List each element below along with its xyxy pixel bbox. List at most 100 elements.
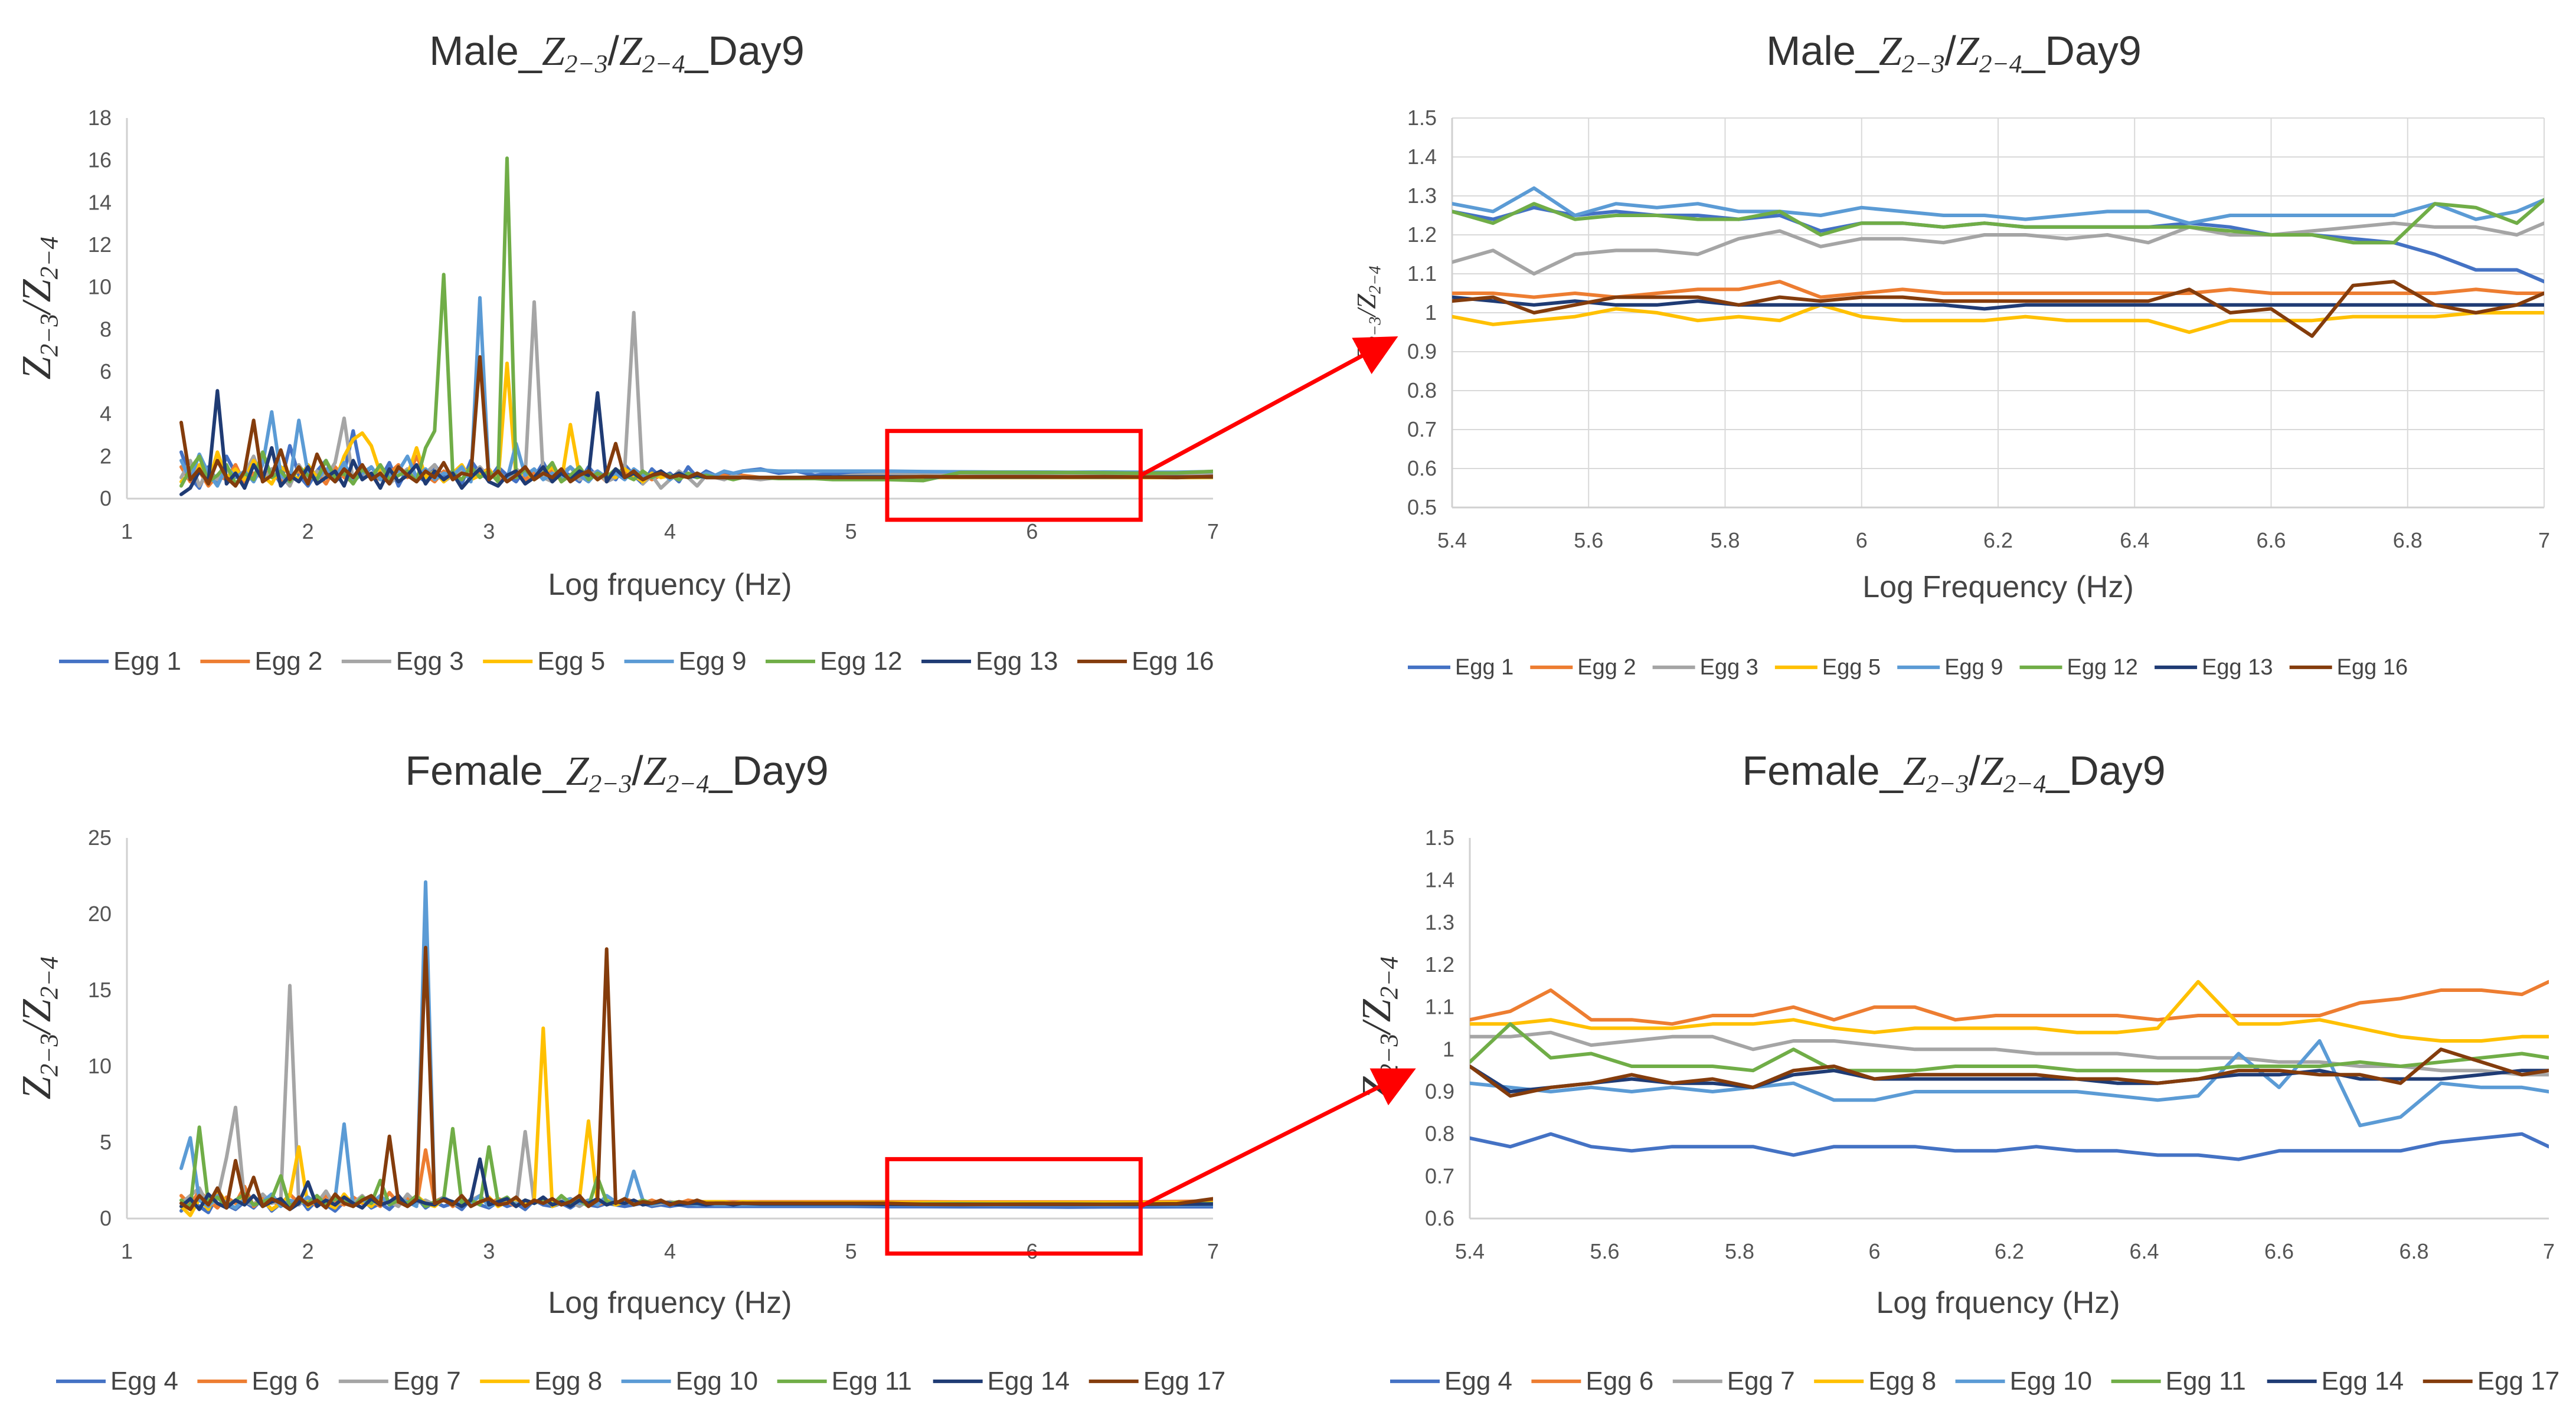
y-tick-label: 2 — [100, 444, 112, 468]
y-tick-label: 1.2 — [1425, 952, 1454, 977]
series-line-egg-11 — [1470, 1022, 2549, 1073]
series-line-egg-17 — [179, 945, 1213, 1211]
y-tick-label: 15 — [88, 978, 112, 1002]
y-tick-label: 0 — [100, 486, 112, 510]
legend-entry: Egg 7 — [1727, 1367, 1795, 1396]
legend-entry: Egg 10 — [676, 1367, 758, 1396]
x-axis-label: Log frquency (Hz) — [1876, 1286, 2120, 1320]
x-axis-label: Log Frequency (Hz) — [1862, 570, 2134, 604]
series-line-egg-13 — [1452, 295, 2544, 311]
y-tick-label: 0 — [100, 1206, 112, 1230]
x-tick-label: 4 — [664, 1239, 676, 1263]
y-tick-label: 10 — [88, 1054, 112, 1078]
y-tick-label: 0.8 — [1407, 378, 1437, 402]
x-tick-label: 6.4 — [2129, 1239, 2159, 1263]
legend-entry: Egg 12 — [2067, 655, 2138, 680]
x-tick-label: 3 — [483, 519, 495, 543]
legend-entry: Egg 13 — [2202, 655, 2273, 680]
y-tick-label: 1.4 — [1407, 145, 1437, 169]
x-tick-label: 5.6 — [1574, 528, 1603, 552]
y-tick-label: 0.9 — [1425, 1079, 1454, 1103]
series-group — [179, 880, 1213, 1217]
y-tick-label: 0.9 — [1407, 339, 1437, 363]
legend-entry: Egg 6 — [251, 1367, 319, 1396]
legend-entry: Egg 11 — [2166, 1367, 2246, 1396]
x-tick-label: 6.8 — [2399, 1239, 2428, 1263]
x-tick-label: 7 — [1207, 1239, 1219, 1263]
chart-male_zoom: Male_Z2−3/Z2−4_Day9 0.5 0.6 0.7 0.8 0.9 1 1.1 1.… — [1351, 28, 2550, 680]
series-line-egg-3 — [1452, 221, 2544, 276]
series-line-egg-2 — [1452, 280, 2544, 299]
legend-entry: Egg 17 — [1143, 1367, 1225, 1396]
legend-entry: Egg 1 — [113, 647, 181, 676]
y-tick-label: 1.1 — [1425, 995, 1454, 1019]
legend-entry: Egg 9 — [679, 647, 747, 676]
y-tick-label: 1.3 — [1407, 184, 1437, 208]
y-tick-label: 25 — [88, 826, 112, 850]
chart-title: Male_Z2−3/Z2−4_Day9 — [429, 28, 805, 78]
x-tick-label: 5.8 — [1725, 1239, 1754, 1263]
series-line-egg-16 — [179, 355, 1213, 488]
series-line-egg-12 — [1452, 198, 2544, 245]
series-line-egg-9 — [1452, 186, 2544, 225]
chart-title: Female_Z2−3/Z2−4_Day9 — [1742, 748, 2165, 798]
y-tick-label: 1 — [1425, 300, 1437, 325]
legend-entry: Egg 16 — [2337, 655, 2408, 680]
y-tick-label: 0.8 — [1425, 1122, 1454, 1146]
y-tick-label: 14 — [88, 190, 112, 214]
legend-entry: Egg 1 — [1455, 655, 1513, 680]
y-tick-label: 5 — [100, 1130, 112, 1154]
x-tick-label: 7 — [2543, 1239, 2555, 1263]
y-tick-label: 1 — [1443, 1037, 1454, 1061]
legend-entry: Egg 2 — [254, 647, 322, 676]
y-tick-label: 18 — [88, 106, 112, 130]
legend-entry: Egg 14 — [988, 1367, 1070, 1396]
x-tick-label: 4 — [664, 519, 676, 543]
legend-entry: Egg 4 — [1444, 1367, 1512, 1396]
chart-title: Female_Z2−3/Z2−4_Day9 — [405, 748, 828, 798]
zoom-arrow — [1139, 1068, 1416, 1208]
x-tick-label: 5.4 — [1455, 1239, 1485, 1263]
x-tick-label: 3 — [483, 1239, 495, 1263]
x-tick-label: 6.4 — [2120, 528, 2149, 552]
x-tick-label: 6.2 — [1995, 1239, 2024, 1263]
legend-entry: Egg 11 — [832, 1367, 912, 1396]
series-line-egg-8 — [1470, 980, 2549, 1043]
x-tick-label: 2 — [302, 1239, 314, 1263]
legend: Egg 4 Egg 6 Egg 7 Egg 8 Egg 10 Egg 11 Egg 14 Eg… — [1390, 1367, 2559, 1396]
chart-female_zoom: Female_Z2−3/Z2−4_Day9 0.6 0.7 0.8 0.9 1 1.1 1.2… — [1354, 748, 2559, 1396]
y-tick-label: 0.6 — [1407, 456, 1437, 480]
zoom-arrow — [1139, 336, 1398, 477]
y-tick-label: 16 — [88, 148, 112, 172]
legend-entry: Egg 10 — [2010, 1367, 2092, 1396]
series-line-egg-5 — [1452, 303, 2544, 334]
legend-entry: Egg 9 — [1944, 655, 2003, 680]
legend-entry: Egg 3 — [396, 647, 464, 676]
legend-entry: Egg 7 — [393, 1367, 461, 1396]
legend-entry: Egg 17 — [2477, 1367, 2559, 1396]
legend-entry: Egg 14 — [2322, 1367, 2404, 1396]
series-line-egg-7 — [1470, 1030, 2549, 1077]
y-tick-label: 0.5 — [1407, 495, 1437, 519]
y-tick-label: 1.2 — [1407, 222, 1437, 247]
legend-entry: Egg 13 — [976, 647, 1058, 676]
x-tick-label: 7 — [1207, 519, 1219, 543]
series-line-egg-6 — [1470, 980, 2549, 1026]
series-line-egg-17 — [1470, 1047, 2549, 1098]
y-axis-label: Z2−3/Z2−4 — [14, 237, 64, 380]
x-tick-label: 6 — [1856, 528, 1868, 552]
legend-entry: Egg 8 — [1868, 1367, 1936, 1396]
y-tick-label: 4 — [100, 402, 112, 426]
y-tick-label: 10 — [88, 275, 112, 299]
chart-female_full: Female_Z2−3/Z2−4_Day9 0 5 10 15 20 25 1 2 3 4 5 6 7 Lo… — [14, 748, 1225, 1396]
x-tick-label: 7 — [2538, 528, 2550, 552]
y-tick-label: 1.5 — [1425, 826, 1454, 850]
x-tick-label: 5 — [845, 519, 857, 543]
series-line-egg-16 — [1452, 280, 2544, 338]
x-tick-label: 5.4 — [1437, 528, 1467, 552]
legend-entry: Egg 5 — [1822, 655, 1881, 680]
legend-entry: Egg 3 — [1700, 655, 1758, 680]
y-tick-label: 1.3 — [1425, 910, 1454, 934]
y-tick-label: 0.6 — [1425, 1206, 1454, 1230]
